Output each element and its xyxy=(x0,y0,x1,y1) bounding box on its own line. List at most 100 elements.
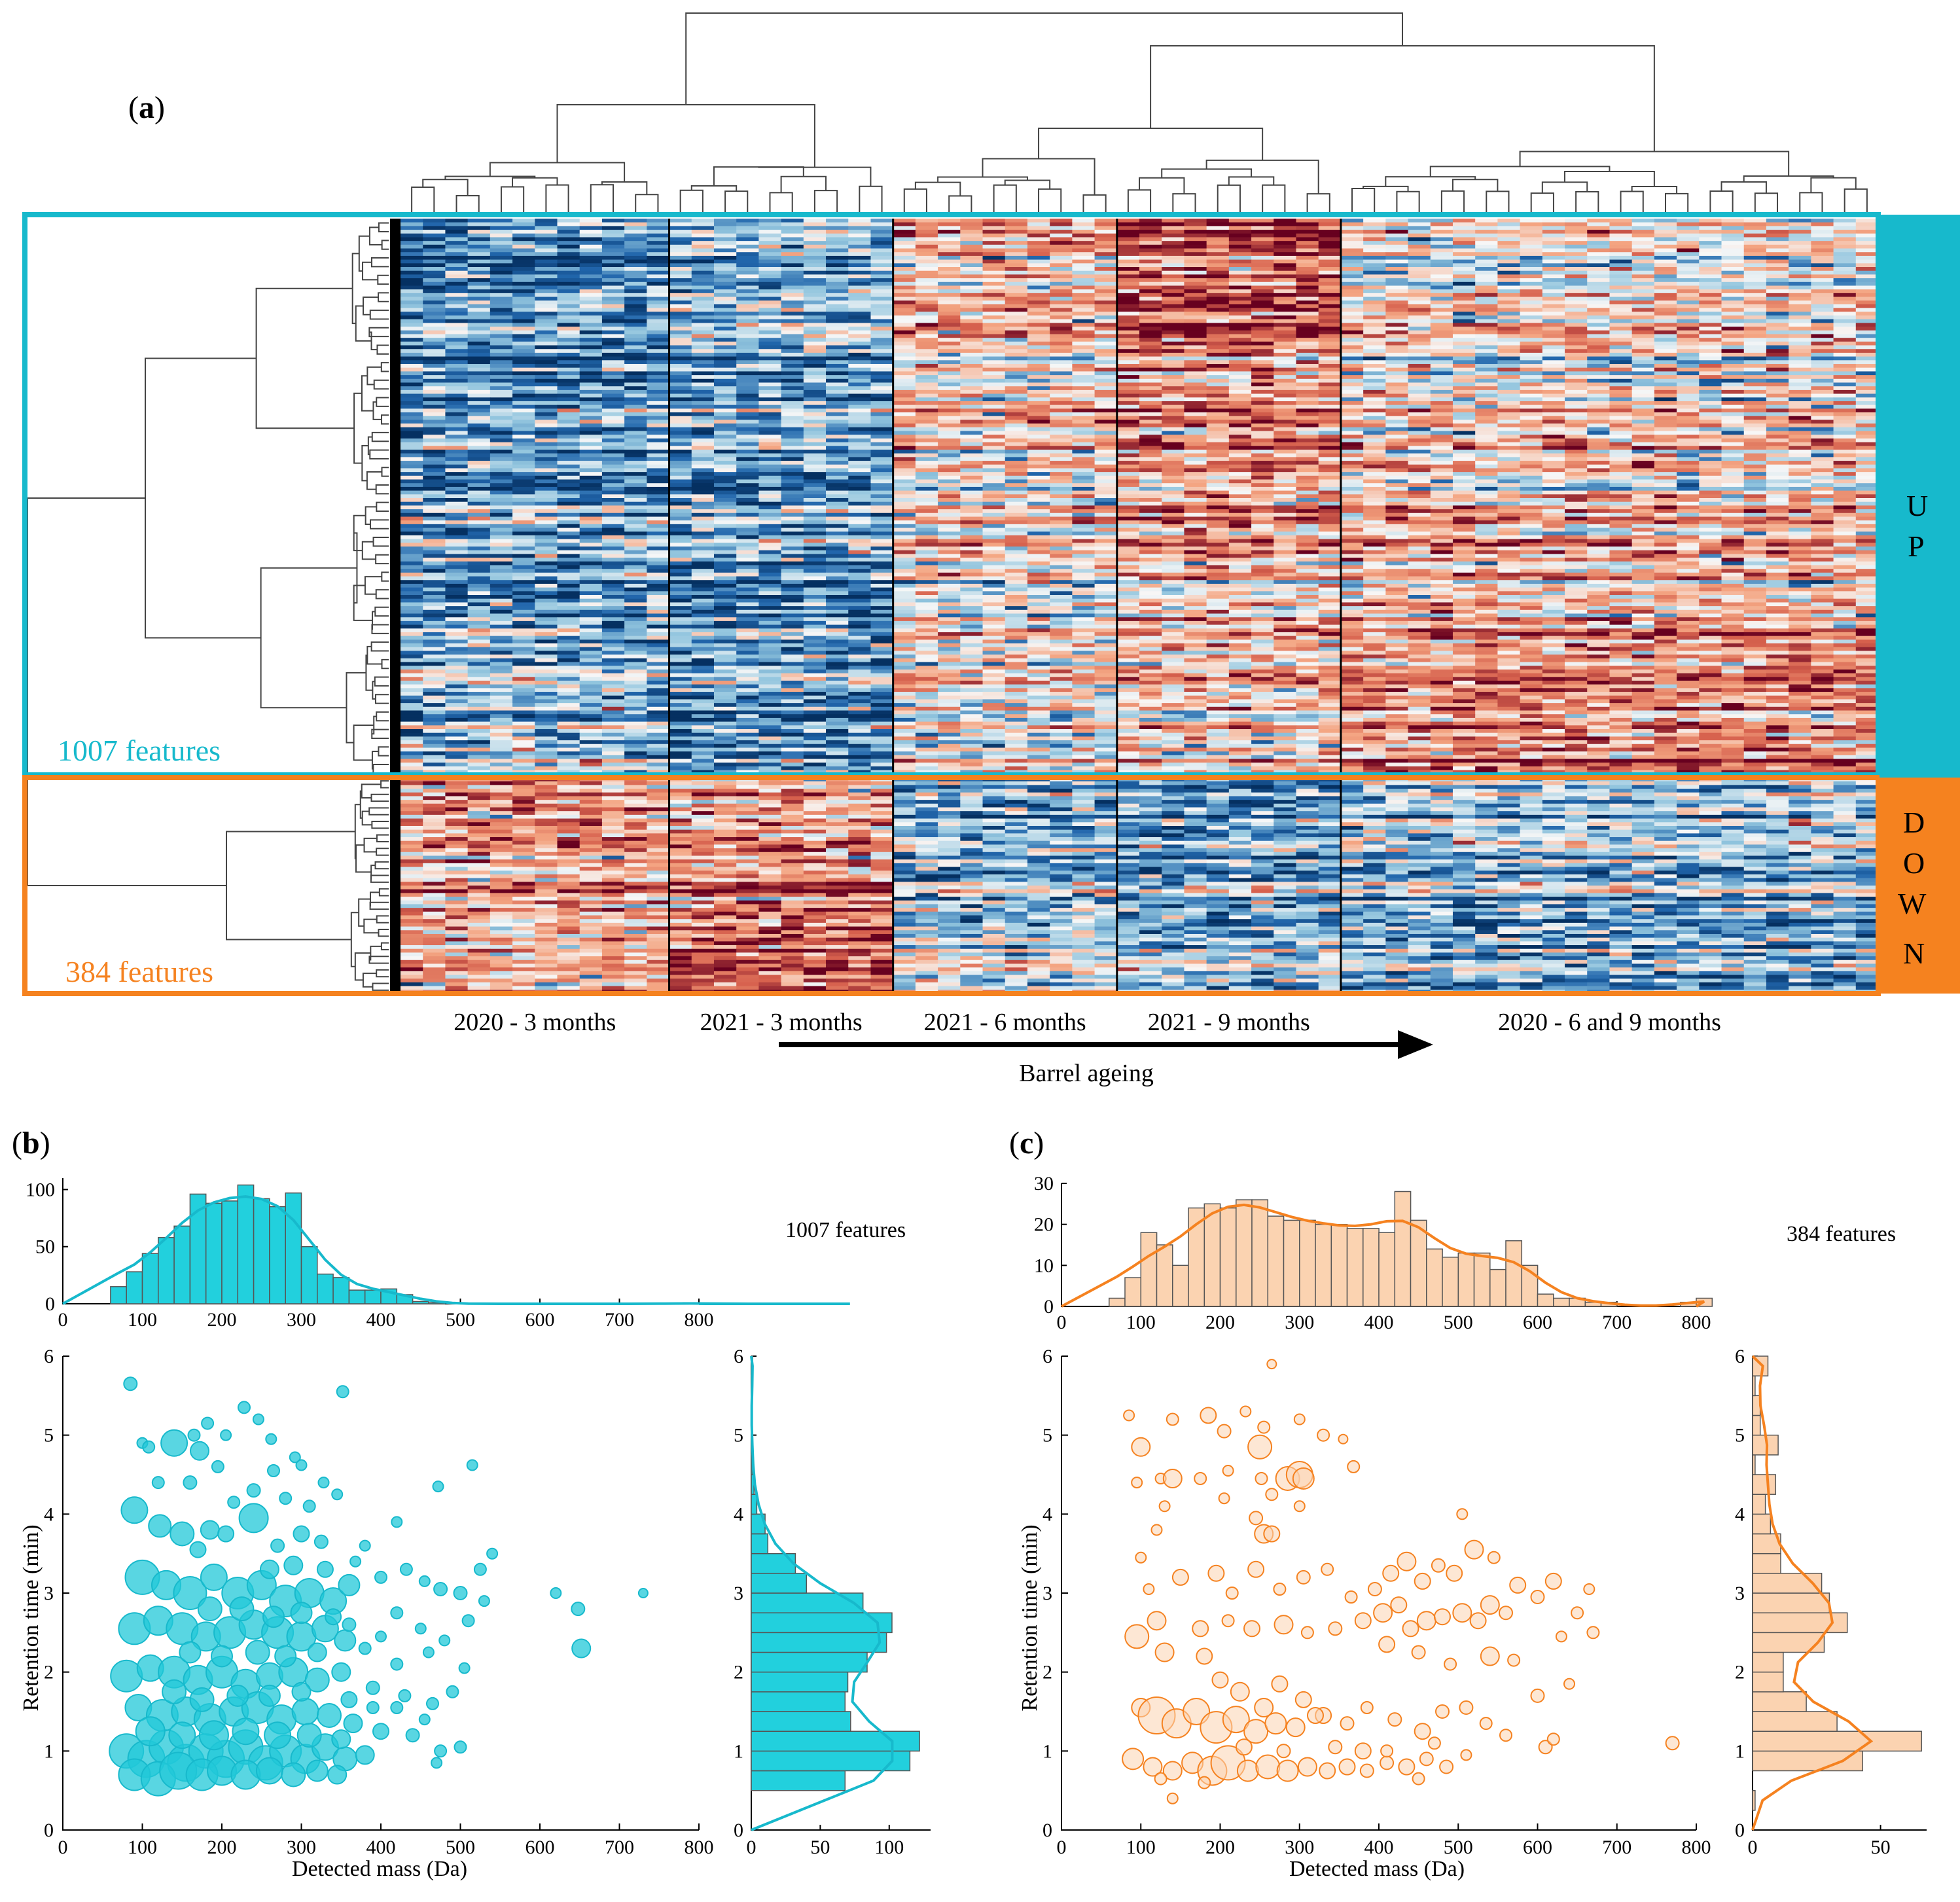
heatmap-cell xyxy=(1229,457,1252,461)
heatmap-cell xyxy=(692,386,715,390)
heatmap-cell xyxy=(1408,300,1431,304)
heatmap-cell xyxy=(1632,431,1655,435)
heatmap-cell xyxy=(1251,423,1274,427)
heatmap-cell xyxy=(1139,331,1162,334)
heatmap-cell xyxy=(1520,289,1543,293)
heatmap-cell xyxy=(468,282,491,286)
heatmap-cell xyxy=(1766,308,1789,312)
heatmap-cell xyxy=(1027,405,1050,409)
heatmap-cell xyxy=(1632,386,1655,390)
heatmap-cell xyxy=(1632,412,1655,416)
heatmap-cell xyxy=(1609,308,1632,312)
heatmap-cell xyxy=(401,412,423,416)
dendrogram-link xyxy=(377,916,389,922)
heatmap-cell xyxy=(1453,274,1476,278)
heatmap-cell xyxy=(1453,371,1476,375)
heatmap-cell xyxy=(1453,431,1476,435)
heatmap-cell xyxy=(445,319,468,323)
heatmap-cell xyxy=(512,450,535,454)
heatmap-cell xyxy=(512,230,535,234)
heatmap-cell xyxy=(1408,312,1431,315)
heatmap-cell xyxy=(1744,282,1767,286)
heatmap-cell xyxy=(1699,223,1722,226)
heatmap-cell xyxy=(1050,461,1073,465)
heatmap-cell xyxy=(1744,319,1767,323)
heatmap-cell xyxy=(512,360,535,364)
heatmap-cell xyxy=(804,278,827,282)
heatmap-cell xyxy=(1296,293,1319,297)
heatmap-cell xyxy=(1542,401,1565,405)
heatmap-cell xyxy=(1207,405,1230,409)
heatmap-cell xyxy=(1050,487,1073,491)
heatmap-cell xyxy=(1834,271,1857,275)
heatmap-cell xyxy=(1139,234,1162,238)
heatmap-cell xyxy=(1229,461,1252,465)
heatmap-cell xyxy=(1385,405,1408,409)
heatmap-cell xyxy=(1408,297,1431,301)
heatmap-cell xyxy=(1296,315,1319,319)
heatmap-cell xyxy=(1296,408,1319,412)
heatmap-cell xyxy=(1565,450,1588,454)
heatmap-cell xyxy=(848,274,871,278)
heatmap-cell xyxy=(1789,226,1811,230)
heatmap-cell xyxy=(1027,327,1050,331)
heatmap-cell xyxy=(983,241,1006,245)
heatmap-cell xyxy=(1789,304,1811,308)
heatmap-cell xyxy=(1072,285,1095,289)
heatmap-cell xyxy=(1677,304,1700,308)
heatmap-cell xyxy=(1542,315,1565,319)
dendrogram-link xyxy=(1486,191,1508,212)
heatmap-cell xyxy=(758,405,781,409)
heatmap-cell xyxy=(938,308,961,312)
heatmap-cell xyxy=(624,297,647,301)
heatmap-cell xyxy=(1497,260,1520,264)
dendrogram-link xyxy=(369,956,389,963)
heatmap-cell xyxy=(893,431,916,435)
heatmap-cell xyxy=(602,278,625,282)
heatmap-cell xyxy=(1363,397,1386,401)
heatmap-cell xyxy=(1431,368,1453,372)
heatmap-cell xyxy=(1834,368,1857,372)
heatmap-cell xyxy=(714,408,737,412)
heatmap-cell xyxy=(647,263,669,267)
heatmap-cell xyxy=(1341,360,1364,364)
heatmap-cell xyxy=(1542,454,1565,458)
heatmap-cell xyxy=(1789,245,1811,249)
heatmap-cell xyxy=(1229,353,1252,357)
heatmap-cell xyxy=(1766,263,1789,267)
heatmap-cell xyxy=(983,375,1006,379)
heatmap-cell xyxy=(1542,364,1565,368)
heatmap-cell xyxy=(1117,468,1140,472)
heatmap-cell xyxy=(512,260,535,264)
heatmap-cell xyxy=(1005,416,1028,420)
heatmap-cell xyxy=(1363,468,1386,472)
heatmap-cell xyxy=(1319,315,1342,319)
heatmap-cell xyxy=(423,327,446,331)
heatmap-cell xyxy=(1139,401,1162,405)
heatmap-cell xyxy=(1095,468,1118,472)
heatmap-cell xyxy=(1296,480,1319,484)
heatmap-cell xyxy=(535,274,558,278)
heatmap-cell xyxy=(1251,357,1274,361)
dendrogram-link xyxy=(412,187,434,212)
dendrogram-link xyxy=(591,185,613,212)
heatmap-cell xyxy=(647,289,669,293)
heatmap-cell xyxy=(1453,260,1476,264)
heatmap-cell xyxy=(624,245,647,249)
heatmap-cell xyxy=(826,349,849,353)
heatmap-cell xyxy=(1699,300,1722,304)
heatmap-cell xyxy=(1117,454,1140,458)
heatmap-cell xyxy=(1453,487,1476,491)
heatmap-cell xyxy=(1856,364,1879,368)
heatmap-cell xyxy=(1072,408,1095,412)
heatmap-cell xyxy=(938,278,961,282)
heatmap-cell xyxy=(1319,439,1342,442)
heatmap-cell xyxy=(602,371,625,375)
heatmap-cell xyxy=(848,405,871,409)
heatmap-cell xyxy=(736,446,759,450)
heatmap-cell xyxy=(1385,331,1408,334)
heatmap-cell xyxy=(1699,476,1722,480)
heatmap-cell xyxy=(1431,334,1453,338)
heatmap-cell xyxy=(1431,263,1453,267)
heatmap-cell xyxy=(1408,412,1431,416)
